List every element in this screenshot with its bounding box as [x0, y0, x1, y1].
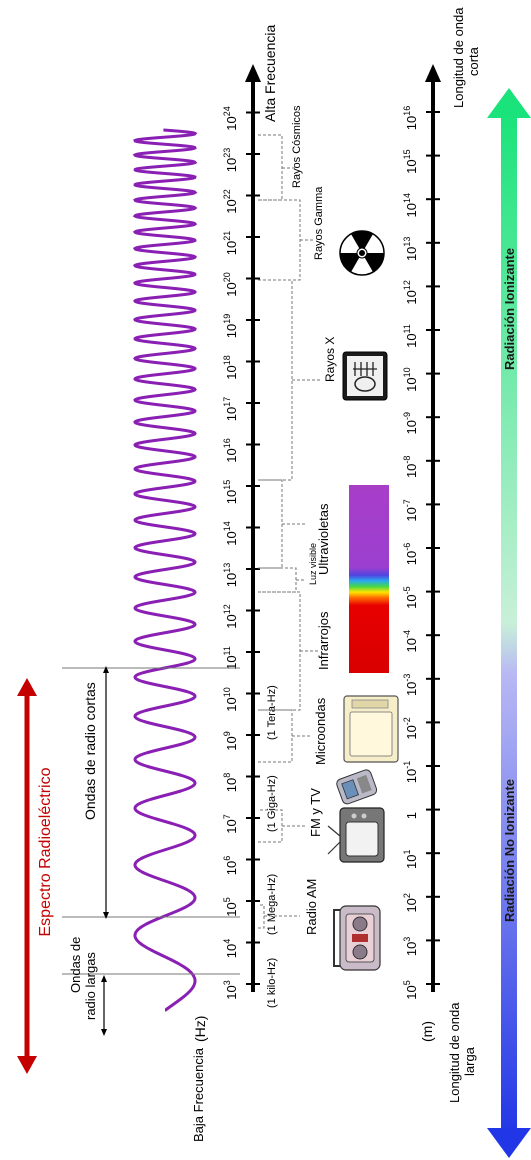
freq-tick-label-13: 1013 — [222, 563, 239, 587]
wave-tick-label-2: 102 — [402, 893, 419, 912]
wave-tick-label-12: 10-8 — [402, 456, 419, 478]
espectro-radio-label: Espectro Radioeléctrico — [37, 767, 54, 936]
freq-tick-label-4: 104 — [222, 939, 239, 958]
ondas-largas-line1: Ondas de — [68, 937, 83, 993]
wave-tick-label-8: 10-4 — [402, 630, 419, 652]
wave-tick-label-7: 10-3 — [402, 674, 419, 696]
ondas-cortas-label: Ondas de radio cortas — [82, 682, 98, 820]
radiation-icon — [339, 230, 385, 276]
band-luz-visible: Luz visible — [308, 543, 318, 585]
wave-tick-label-9: 10-5 — [402, 586, 419, 608]
freq-tick-label-7: 107 — [222, 814, 239, 833]
marker-mega-hz: (1 Mega-Hz) — [266, 874, 278, 935]
radio-spectrum-arrow — [17, 678, 37, 1074]
wave-tick-label-3: 101 — [402, 849, 419, 868]
alta-frecuencia-label: Alta Frecuencia — [262, 25, 278, 122]
sine-wave — [132, 128, 198, 1012]
freq-tick-label-5: 105 — [222, 897, 239, 916]
ionizante-label: Radiación Ionizante — [502, 248, 517, 370]
wave-tick-label-18: 1014 — [402, 193, 419, 217]
longitud-corta-line2: corta — [466, 46, 481, 76]
longitud-larga-line1: Longitud de onda — [447, 1002, 462, 1103]
band-rayos-gamma: Rayos Gamma — [313, 186, 325, 260]
freq-tick-label-10: 1010 — [222, 687, 239, 711]
ondas-largas-arrow — [101, 975, 107, 1036]
wave-tick-label-14: 1010 — [402, 367, 419, 391]
tv-icon — [327, 807, 385, 863]
wave-tick-label-1: 103 — [402, 937, 419, 956]
band-ultravioletas: Ultravioletas — [316, 503, 331, 575]
freq-tick-label-20: 1020 — [222, 272, 239, 296]
xray-icon — [342, 351, 388, 401]
wave-tick-label-6: 10-2 — [402, 717, 419, 739]
freq-tick-label-17: 1017 — [222, 397, 239, 421]
m-unit-label: (m) — [419, 1021, 435, 1042]
wave-tick-label-13: 10-9 — [402, 412, 419, 434]
wave-tick-label-11: 10-7 — [402, 499, 419, 521]
ondas-largas-line2: radio largas — [83, 952, 98, 1020]
longitud-corta-line1: Longitud de onda — [451, 7, 466, 108]
band-radio-am: Radio AM — [304, 879, 319, 935]
freq-tick-label-8: 108 — [222, 773, 239, 792]
wave-tick-label-5: 10-1 — [402, 761, 419, 783]
band-rayos-x: Rayos X — [323, 337, 337, 382]
freq-tick-label-15: 1015 — [222, 480, 239, 504]
freq-tick-label-9: 109 — [222, 731, 239, 750]
wave-tick-label-19: 1015 — [402, 149, 419, 173]
freq-tick-label-18: 1018 — [222, 355, 239, 379]
wave-tick-label-10: 10-6 — [402, 543, 419, 565]
microwave-icon — [343, 695, 399, 763]
wavelength-axis: 105103102101110-110-210-310-410-510-610-… — [402, 64, 441, 1000]
freq-tick-label-3: 103 — [222, 980, 239, 999]
freq-tick-label-16: 1016 — [222, 438, 239, 462]
wave-tick-label-15: 1011 — [402, 324, 419, 348]
marker-tera-hz: (1 Tera-Hz) — [266, 685, 278, 740]
freq-tick-label-22: 1022 — [222, 189, 239, 213]
wave-tick-label-4: 1 — [404, 812, 419, 819]
freq-tick-label-6: 106 — [222, 856, 239, 875]
boombox-icon — [333, 905, 381, 971]
freq-tick-label-11: 1011 — [222, 646, 239, 670]
phone-icon — [336, 769, 378, 805]
band-connectors — [258, 134, 320, 929]
freq-tick-label-24: 1024 — [222, 106, 239, 130]
wave-tick-label-16: 1012 — [402, 280, 419, 304]
radiation-arrow — [487, 88, 531, 1158]
freq-tick-label-21: 1021 — [222, 231, 239, 255]
freq-tick-label-19: 1019 — [222, 314, 239, 338]
wave-tick-label-20: 1016 — [402, 106, 419, 130]
wave-tick-label-17: 1013 — [402, 237, 419, 261]
band-infrarrojos: Infrarrojos — [316, 611, 331, 670]
wave-tick-label-0: 105 — [402, 980, 419, 999]
band-fm-tv: FM y TV — [308, 788, 323, 837]
freq-tick-label-12: 1012 — [222, 604, 239, 628]
band-rayos-cosmicos: Rayos Cósmicos — [291, 105, 303, 188]
hz-unit-label: (Hz) — [192, 1016, 208, 1042]
ondas-cortas-arrow — [103, 666, 109, 919]
marker-giga-hz: (1 Giga-Hz) — [266, 775, 278, 832]
no-ionizante-label: Radiación No Ionizante — [502, 779, 517, 922]
freq-tick-label-14: 1014 — [222, 521, 239, 545]
longitud-larga-line2: larga — [462, 1046, 477, 1076]
freq-tick-label-23: 1023 — [222, 148, 239, 172]
band-microondas: Microondas — [313, 697, 328, 765]
marker-kilo-hz: (1 kilo-Hz) — [266, 958, 278, 1008]
baja-frecuencia-label: Baja Frecuencia — [191, 1047, 206, 1142]
frequency-axis: 103 104 105 106 107 108 109 1010 1011 1012 1013 101… — [222, 64, 261, 1000]
spectrum-bar — [349, 485, 389, 673]
